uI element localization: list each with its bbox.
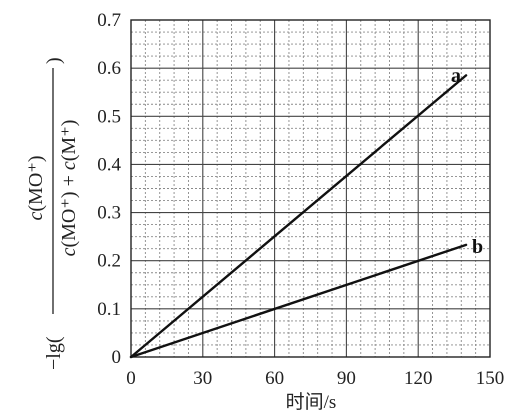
x-tick-labels: 0 30 60 90 120 150	[126, 368, 504, 389]
y-tick-label: 0.6	[97, 58, 121, 79]
y-title-numerator: c(MO⁺)	[25, 156, 47, 221]
x-tick-label: 90	[337, 368, 356, 389]
x-axis-title: 时间/s	[286, 391, 337, 413]
series-label-a: a	[451, 65, 461, 87]
y-title-num-rest: (MO⁺)	[25, 156, 47, 212]
y-tick-labels: 0 0.1 0.2 0.3 0.4 0.5 0.6 0.7	[97, 10, 121, 368]
y-tick-label: 0.2	[97, 251, 121, 272]
y-title-num-c: c	[25, 212, 47, 221]
axes	[130, 19, 491, 358]
y-tick-label: 0	[112, 347, 122, 368]
y-title-den-c2: c	[58, 161, 80, 170]
x-tick-label: 60	[265, 368, 284, 389]
y-title-den-rest2: (M⁺)	[58, 120, 80, 162]
y-title-denominator: c(MO⁺) + c(M⁺)	[58, 120, 80, 257]
plot-frame	[130, 19, 491, 358]
grid-minor	[131, 20, 490, 357]
series-line-a	[129, 74, 468, 359]
series-labels: ab	[451, 65, 483, 258]
grid-major	[131, 20, 490, 357]
x-tick-label: 150	[476, 368, 505, 389]
y-tick-label: 0.5	[97, 106, 121, 127]
x-tick-label: 0	[126, 368, 136, 389]
y-tick-label: 0.1	[97, 299, 121, 320]
y-tick-label: 0.3	[97, 203, 121, 224]
x-tick-label: 120	[404, 368, 433, 389]
y-title-den-rest1: (MO⁺) +	[58, 170, 80, 247]
y-tick-label: 0.7	[97, 10, 121, 31]
y-axis-title: −lg( c(MO⁺) c(MO⁺) + c(M⁺) )	[25, 57, 80, 370]
y-title-prefix: −lg(	[43, 336, 65, 370]
series-label-b: b	[472, 236, 483, 258]
series-line-b	[129, 243, 468, 359]
y-tick-label: 0.4	[97, 154, 121, 175]
x-tick-label: 30	[193, 368, 212, 389]
series	[129, 74, 468, 359]
y-title-suffix: )	[43, 57, 65, 64]
y-title-den-c1: c	[58, 247, 80, 256]
